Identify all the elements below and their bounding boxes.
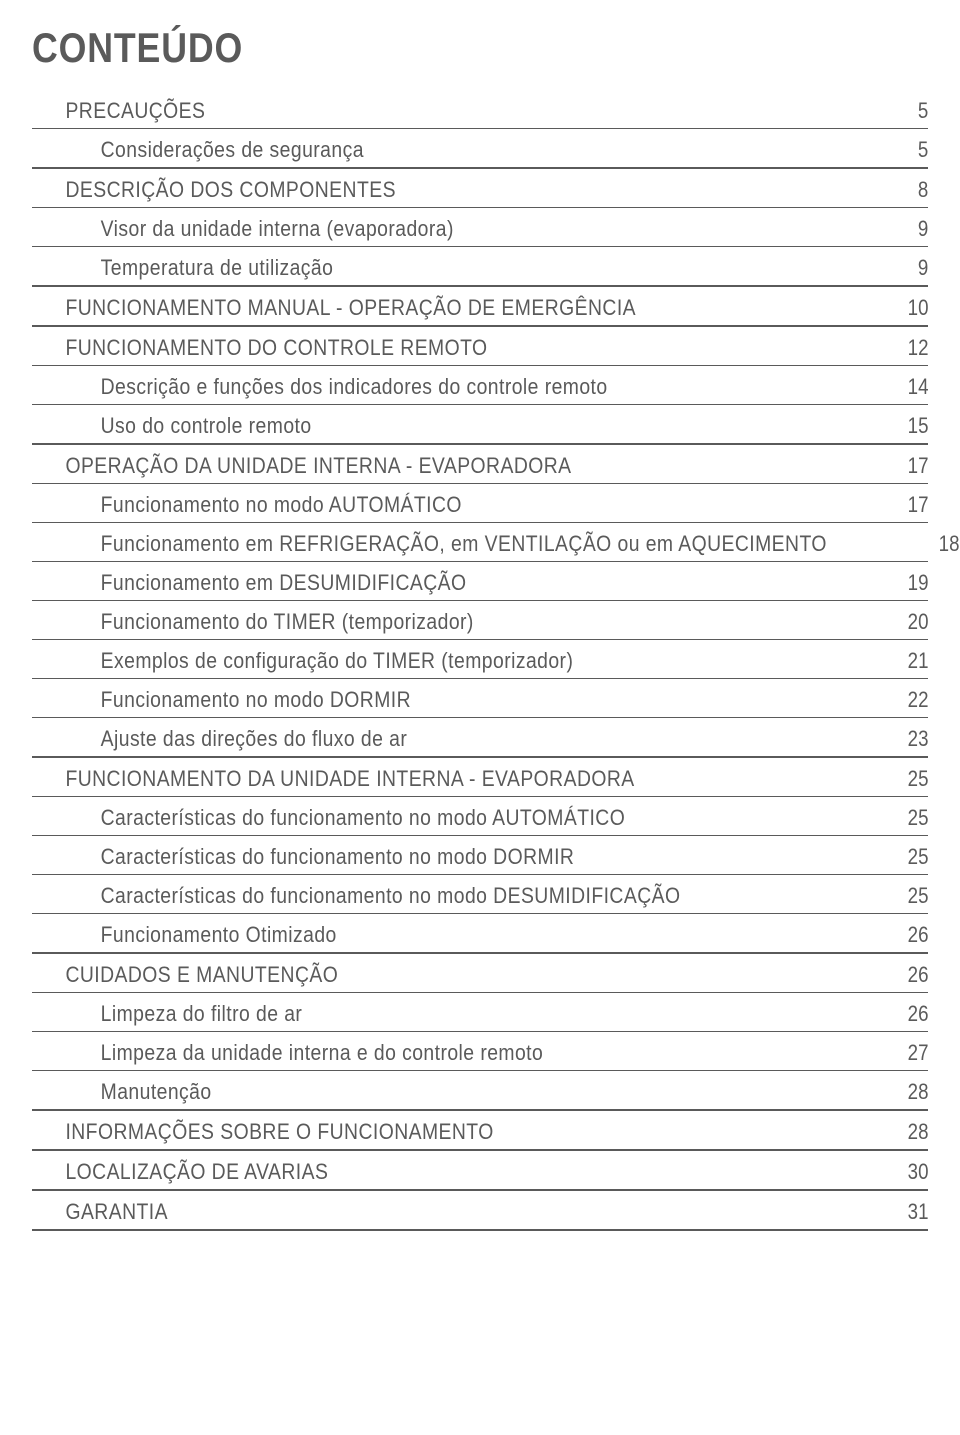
toc-row: Funcionamento do TIMER (temporizador) 20: [32, 601, 928, 640]
toc-entry-page: 26: [907, 962, 928, 988]
toc-entry-label: Visor da unidade interna (evaporadora): [32, 216, 454, 242]
toc-row: FUNCIONAMENTO MANUAL - OPERAÇÃO DE EMERG…: [32, 287, 928, 327]
toc-entry-page: 25: [907, 805, 928, 831]
toc-entry-label: FUNCIONAMENTO DO CONTROLE REMOTO: [32, 335, 488, 361]
toc-row: Considerações de segurança 5: [32, 129, 928, 169]
toc-row: OPERAÇÃO DA UNIDADE INTERNA - EVAPORADOR…: [32, 445, 928, 484]
toc-row: Funcionamento no modo DORMIR 22: [32, 679, 928, 718]
toc-row: Descrição e funções dos indicadores do c…: [32, 366, 928, 405]
toc-entry-label: DESCRIÇÃO DOS COMPONENTES: [32, 177, 396, 203]
toc-entry-page: 20: [907, 609, 928, 635]
toc-row: Exemplos de configuração do TIMER (tempo…: [32, 640, 928, 679]
toc-entry-page: 27: [907, 1040, 928, 1066]
toc-row: PRECAUÇÕES 5: [32, 90, 928, 129]
toc-entry-page: 10: [907, 295, 928, 321]
toc-entry-page: 28: [907, 1119, 928, 1145]
toc-entry-label: Exemplos de configuração do TIMER (tempo…: [32, 648, 573, 674]
toc-entry-page: 9: [918, 216, 928, 242]
toc-entry-page: 25: [907, 766, 928, 792]
toc-entry-label: Ajuste das direções do fluxo de ar: [32, 726, 407, 752]
toc-entry-page: 30: [907, 1159, 928, 1185]
toc-row: FUNCIONAMENTO DA UNIDADE INTERNA - EVAPO…: [32, 758, 928, 797]
toc-entry-label: Considerações de segurança: [32, 137, 364, 163]
toc-entry-label: Funcionamento Otimizado: [32, 922, 337, 948]
toc-entry-label: FUNCIONAMENTO MANUAL - OPERAÇÃO DE EMERG…: [32, 295, 636, 321]
toc-row: Limpeza da unidade interna e do controle…: [32, 1032, 928, 1071]
toc-entry-page: 31: [907, 1199, 928, 1225]
toc-row: GARANTIA 31: [32, 1191, 928, 1231]
toc-entry-label: Funcionamento em DESUMIDIFICAÇÃO: [32, 570, 467, 596]
toc-entry-label: INFORMAÇÕES SOBRE O FUNCIONAMENTO: [32, 1119, 494, 1145]
toc-entry-label: OPERAÇÃO DA UNIDADE INTERNA - EVAPORADOR…: [32, 453, 572, 479]
toc-entry-label: Funcionamento em REFRIGERAÇÃO, em VENTIL…: [32, 531, 827, 557]
toc-row: Características do funcionamento no modo…: [32, 797, 928, 836]
toc-row: INFORMAÇÕES SOBRE O FUNCIONAMENTO 28: [32, 1111, 928, 1151]
toc-row: Visor da unidade interna (evaporadora) 9: [32, 208, 928, 247]
toc-entry-label: Descrição e funções dos indicadores do c…: [32, 374, 608, 400]
toc-entry-label: GARANTIA: [32, 1199, 168, 1225]
table-of-contents: PRECAUÇÕES 5 Considerações de segurança 5 DE…: [32, 90, 928, 1231]
toc-entry-label: Características do funcionamento no modo…: [32, 883, 680, 909]
toc-entry-page: 26: [907, 1001, 928, 1027]
toc-entry-label: Características do funcionamento no modo…: [32, 805, 625, 831]
toc-entry-label: Limpeza do filtro de ar: [32, 1001, 302, 1027]
toc-entry-page: 22: [907, 687, 928, 713]
toc-entry-label: Limpeza da unidade interna e do controle…: [32, 1040, 543, 1066]
page-title: CONTEÚDO: [32, 24, 794, 72]
toc-row: CUIDADOS E MANUTENÇÃO 26: [32, 954, 928, 993]
toc-entry-label: Temperatura de utilização: [32, 255, 333, 281]
toc-row: Características do funcionamento no modo…: [32, 836, 928, 875]
toc-entry-page: 28: [907, 1079, 928, 1105]
toc-row: Manutenção 28: [32, 1071, 928, 1111]
toc-entry-page: 25: [907, 883, 928, 909]
toc-entry-label: FUNCIONAMENTO DA UNIDADE INTERNA - EVAPO…: [32, 766, 635, 792]
toc-entry-page: 17: [907, 453, 928, 479]
toc-entry-label: CUIDADOS E MANUTENÇÃO: [32, 962, 338, 988]
toc-entry-page: 12: [907, 335, 928, 361]
toc-row: Funcionamento Otimizado 26: [32, 914, 928, 954]
toc-entry-label: Uso do controle remoto: [32, 413, 312, 439]
toc-row: Temperatura de utilização 9: [32, 247, 928, 287]
toc-entry-page: 23: [907, 726, 928, 752]
toc-entry-label: LOCALIZAÇÃO DE AVARIAS: [32, 1159, 328, 1185]
toc-entry-page: 19: [907, 570, 928, 596]
toc-row: Ajuste das direções do fluxo de ar 23: [32, 718, 928, 758]
toc-entry-label: Manutenção: [32, 1079, 212, 1105]
toc-entry-page: 8: [918, 177, 928, 203]
toc-row: Limpeza do filtro de ar 26: [32, 993, 928, 1032]
toc-row: Funcionamento em REFRIGERAÇÃO, em VENTIL…: [32, 523, 928, 562]
toc-row: Uso do controle remoto 15: [32, 405, 928, 445]
toc-row: FUNCIONAMENTO DO CONTROLE REMOTO 12: [32, 327, 928, 366]
toc-entry-label: PRECAUÇÕES: [32, 98, 205, 124]
toc-row: Funcionamento no modo AUTOMÁTICO 17: [32, 484, 928, 523]
toc-row: LOCALIZAÇÃO DE AVARIAS 30: [32, 1151, 928, 1191]
toc-entry-label: Funcionamento no modo AUTOMÁTICO: [32, 492, 462, 518]
toc-entry-page: 14: [907, 374, 928, 400]
toc-row: DESCRIÇÃO DOS COMPONENTES 8: [32, 169, 928, 208]
toc-entry-page: 5: [918, 137, 928, 163]
toc-entry-page: 15: [907, 413, 928, 439]
toc-entry-page: 9: [918, 255, 928, 281]
toc-entry-page: 25: [907, 844, 928, 870]
toc-row: Características do funcionamento no modo…: [32, 875, 928, 914]
toc-entry-page: 17: [907, 492, 928, 518]
toc-entry-label: Funcionamento do TIMER (temporizador): [32, 609, 474, 635]
toc-entry-page: 5: [918, 98, 928, 124]
toc-entry-page: 21: [907, 648, 928, 674]
toc-row: Funcionamento em DESUMIDIFICAÇÃO 19: [32, 562, 928, 601]
toc-entry-page: 18: [939, 531, 960, 557]
toc-entry-page: 26: [907, 922, 928, 948]
toc-entry-label: Características do funcionamento no modo…: [32, 844, 574, 870]
toc-entry-label: Funcionamento no modo DORMIR: [32, 687, 411, 713]
